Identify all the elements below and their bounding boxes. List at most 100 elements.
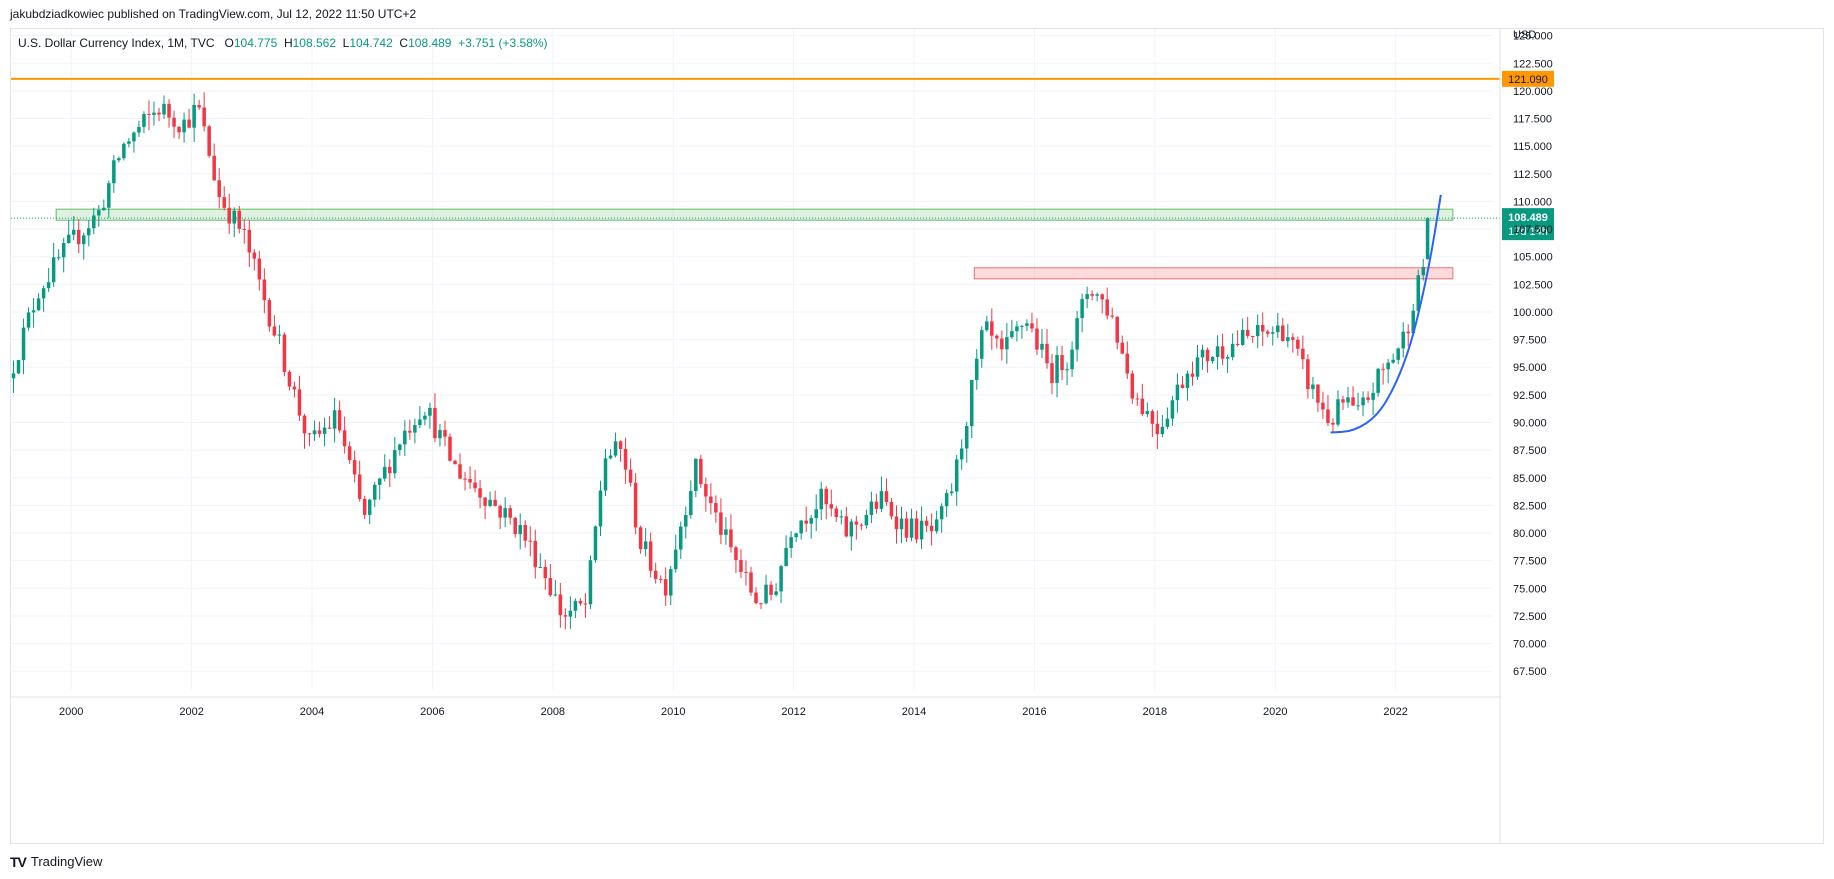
- candle-body: [754, 592, 758, 604]
- change-value: +3.751 (+3.58%): [458, 36, 548, 50]
- x-tick-label: 2018: [1143, 706, 1167, 718]
- candle-body: [1050, 363, 1054, 383]
- candle-body: [689, 491, 693, 516]
- low-value: 104.742: [349, 36, 393, 50]
- candle-body: [864, 515, 869, 526]
- candle-body: [1406, 331, 1410, 334]
- candle-body: [1030, 323, 1034, 329]
- candle-body: [1386, 362, 1390, 370]
- candle-body: [292, 386, 297, 390]
- candle-body: [623, 448, 628, 470]
- candle-body: [939, 506, 944, 520]
- candle-body: [969, 379, 974, 427]
- y-tick-label: 112.500: [1513, 169, 1552, 181]
- candle-body: [332, 410, 337, 429]
- candle-body: [874, 501, 879, 509]
- overlays: 121.090 108.489 17d 14h: [11, 70, 1554, 434]
- candle-body: [914, 518, 919, 540]
- candle-body: [563, 615, 568, 617]
- y-tick-label: 75.000: [1513, 583, 1547, 595]
- x-tick-label: 2006: [420, 706, 444, 718]
- candle-body: [297, 389, 302, 416]
- candle-body: [1155, 423, 1160, 435]
- y-tick-label: 110.000: [1513, 196, 1552, 208]
- candle-body: [1220, 346, 1225, 359]
- candle-body: [679, 526, 683, 550]
- candle-body: [388, 466, 392, 474]
- candle-body: [127, 141, 131, 144]
- candle-body: [197, 105, 201, 108]
- resistance-price-label: 121.090: [1508, 74, 1548, 86]
- candle-body: [859, 524, 864, 526]
- candle-body: [1005, 337, 1009, 350]
- close-value: 108.489: [408, 36, 452, 50]
- green-zone: [55, 208, 1454, 221]
- candle-body: [995, 335, 999, 339]
- candle-body: [367, 499, 372, 515]
- candle-body: [327, 427, 332, 429]
- candle-body: [398, 444, 402, 451]
- candle-body: [1311, 384, 1315, 390]
- candle-body: [699, 458, 703, 485]
- candle-body: [357, 474, 362, 499]
- candle-body: [528, 540, 533, 542]
- candle-body: [1025, 323, 1029, 326]
- candle-body: [904, 518, 909, 538]
- candle-body: [342, 430, 347, 447]
- candle-body: [36, 298, 41, 311]
- candle-body: [453, 460, 457, 465]
- candle-body: [87, 228, 91, 236]
- candle-body: [1100, 294, 1104, 300]
- candle-body: [478, 488, 482, 498]
- candle-body: [1060, 355, 1064, 371]
- footer[interactable]: TV TradingView: [10, 852, 102, 872]
- candle-body: [829, 504, 834, 509]
- candle-body: [704, 484, 708, 497]
- candle-body: [1085, 294, 1089, 300]
- candle-body: [97, 210, 101, 216]
- candle-body: [794, 533, 798, 538]
- candle-body: [122, 143, 126, 159]
- candle-body: [658, 578, 663, 580]
- candle-body: [1095, 294, 1099, 296]
- candle-body: [1346, 397, 1350, 403]
- candle-body: [393, 450, 397, 474]
- candle-body: [287, 371, 292, 387]
- high-label: H: [283, 36, 293, 50]
- publisher-line: jakubdziadkowiec published on TradingVie…: [10, 7, 417, 21]
- candle-body: [553, 594, 558, 596]
- candle-body: [684, 515, 688, 527]
- candle-body: [92, 215, 96, 229]
- chart-frame[interactable]: [10, 28, 1824, 844]
- candle-body: [458, 464, 462, 479]
- candle-body: [1110, 315, 1114, 317]
- candle-body: [779, 566, 783, 592]
- candle-body: [839, 516, 844, 518]
- candle-body: [1195, 357, 1200, 377]
- close-label: C: [399, 36, 409, 50]
- candle-body: [443, 430, 447, 437]
- candle-body: [513, 517, 517, 535]
- candle-body: [628, 469, 633, 483]
- candle-body: [383, 466, 387, 479]
- candle-body: [739, 560, 743, 572]
- candle-body: [1115, 316, 1119, 343]
- candle-body: [16, 360, 21, 374]
- candle-body: [1210, 356, 1215, 362]
- candle-body: [985, 321, 989, 331]
- y-tick-label: 117.500: [1513, 114, 1552, 126]
- candle-body: [1255, 324, 1260, 337]
- candle-body: [1301, 348, 1305, 360]
- x-axis: 2000 2002 2004 2006 2008 2010 2012 2014 2016 2018…: [11, 29, 1501, 843]
- candle-body: [337, 410, 342, 431]
- candle-body: [1020, 325, 1024, 327]
- y-tick-label: 100.000: [1513, 307, 1553, 319]
- candle-body: [1371, 392, 1375, 400]
- candle-body: [523, 525, 527, 541]
- candle-body: [1331, 422, 1335, 425]
- candle-body: [317, 430, 322, 434]
- countdown-label: 17d 14h: [1508, 226, 1548, 238]
- candle-body: [46, 282, 51, 289]
- candle-body: [533, 540, 538, 568]
